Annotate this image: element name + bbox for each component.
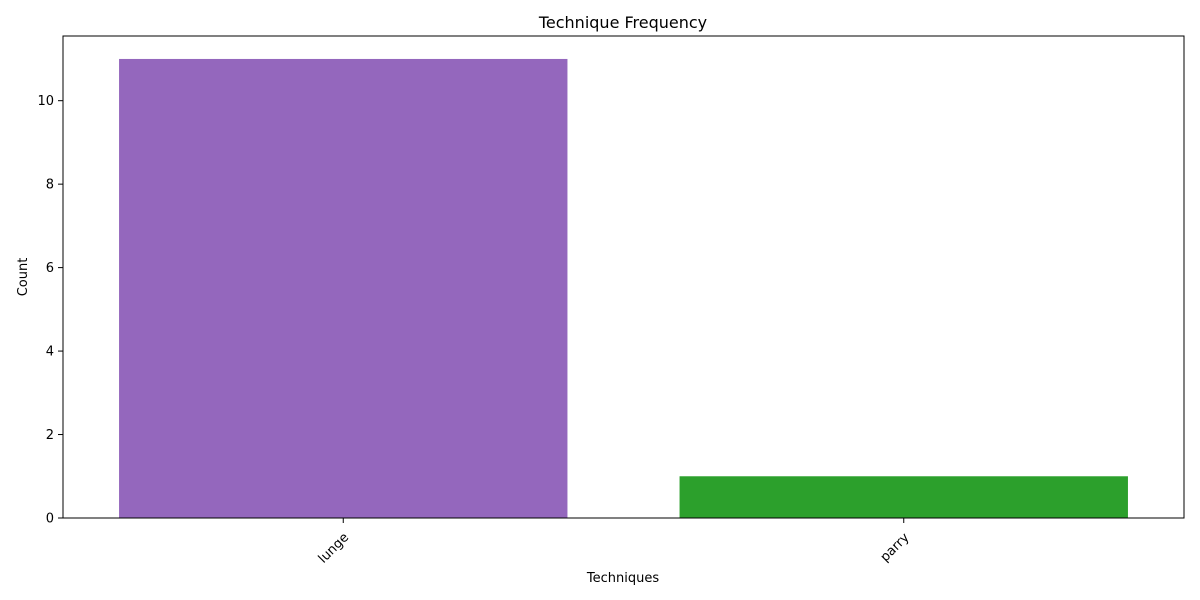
y-tick-label-10: 10	[37, 94, 54, 109]
y-tick-label-2: 2	[46, 428, 54, 443]
bar-parry	[679, 476, 1128, 518]
axes-frame	[62, 35, 1185, 519]
bar-lunge	[119, 58, 568, 518]
y-tick-label-0: 0	[46, 512, 54, 527]
plot-area: lunge parry 0 2 4 6 8 10	[37, 35, 1185, 567]
x-tick-label-lunge: lunge	[316, 530, 352, 566]
y-axis-label: Count	[16, 258, 31, 297]
x-tick-label-parry: parry	[878, 530, 913, 565]
x-axis-label: Techniques	[586, 571, 659, 586]
chart-title: Technique Frequency	[538, 13, 707, 32]
y-tick-label-6: 6	[46, 261, 54, 276]
y-tick-label-8: 8	[46, 178, 54, 193]
y-tick-label-4: 4	[46, 345, 54, 360]
